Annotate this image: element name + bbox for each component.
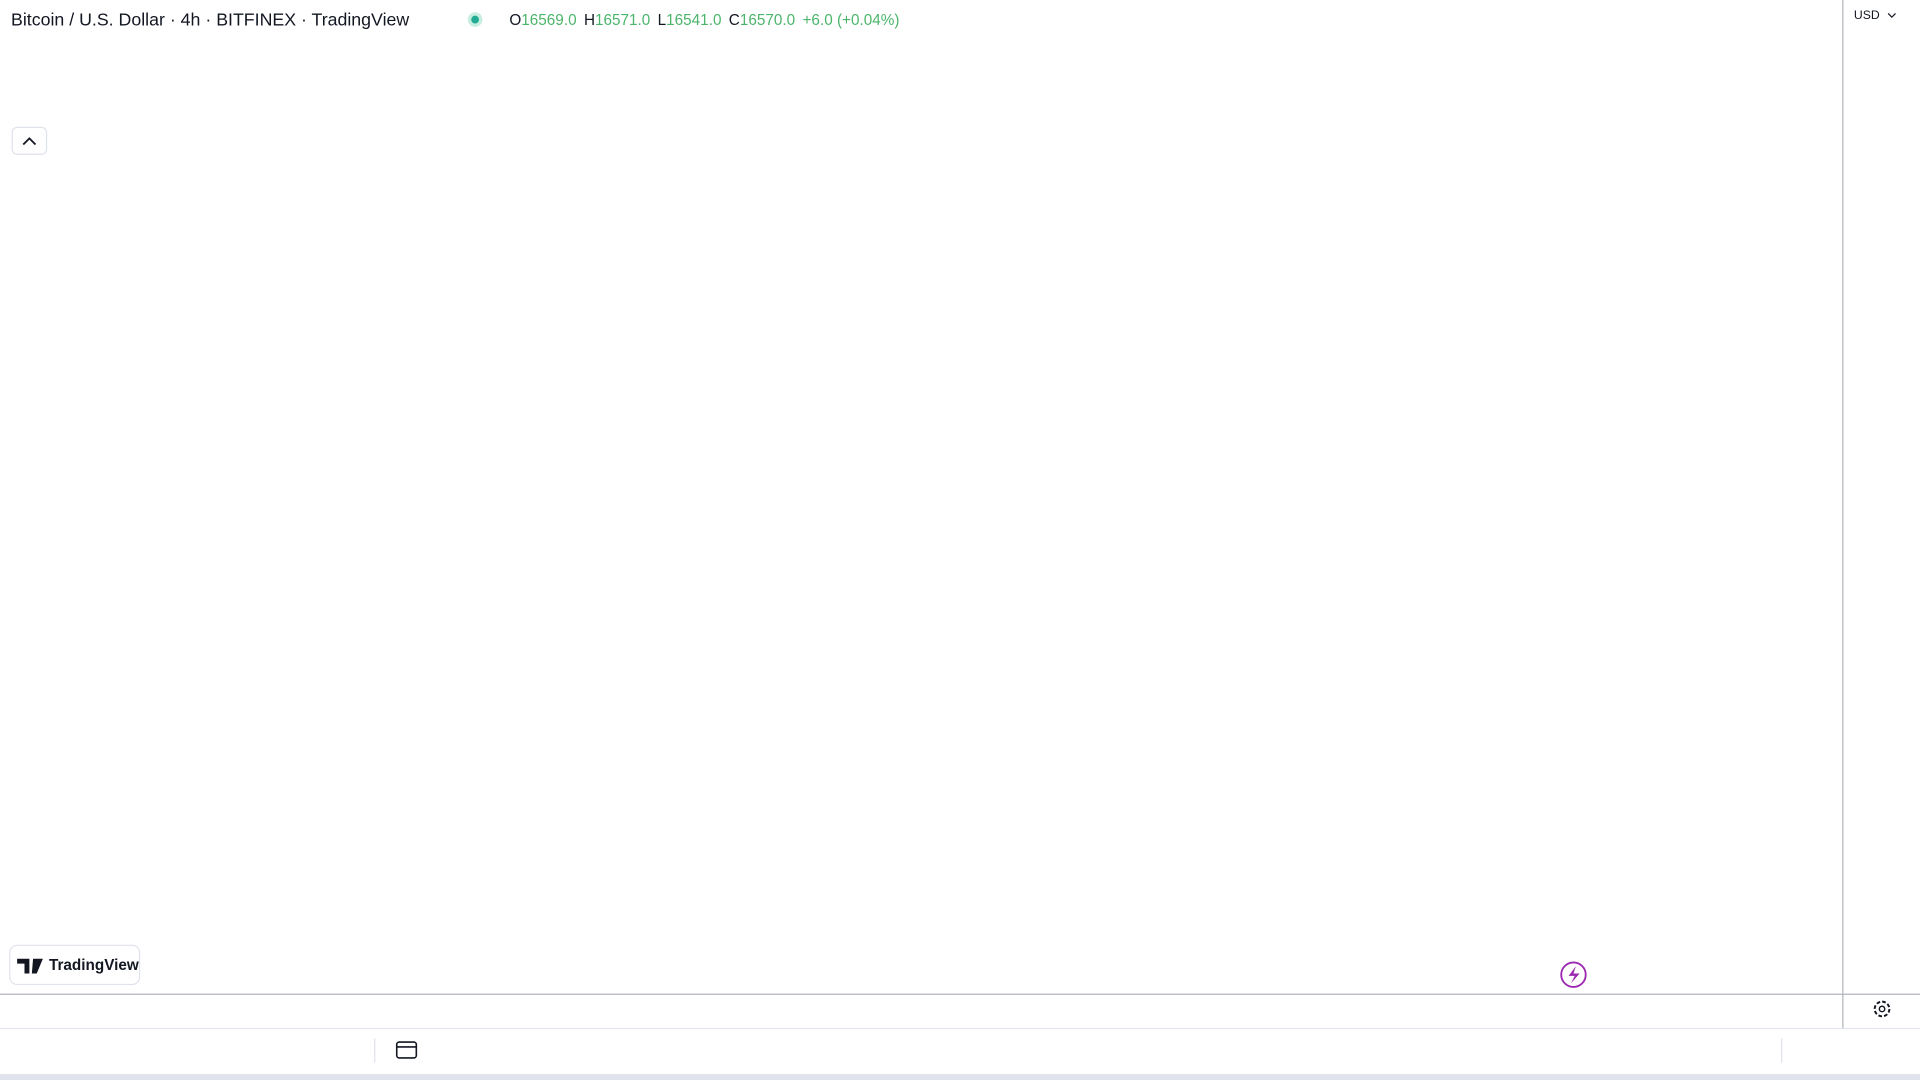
settings-icon-core	[1878, 1005, 1886, 1013]
ohlc-key: O	[509, 12, 521, 29]
ohlc-key: H	[584, 12, 595, 29]
ohlc-value: 16571.0	[595, 12, 650, 29]
ohlc-value: 16569.0	[521, 12, 576, 29]
currency-label[interactable]: USD	[1854, 8, 1880, 22]
ohlc-legend: O16569.0 H16571.0 L16541.0 C16570.0 +6.0 (+0…	[509, 12, 899, 29]
logo-box[interactable]	[9, 944, 141, 986]
status-dot	[471, 15, 480, 24]
logo-mark	[17, 958, 43, 974]
ohlc-value: 16570.0	[740, 12, 795, 29]
ohlc-value: 16541.0	[666, 12, 721, 29]
chart-title: Bitcoin / U.S. Dollar · 4h · BITFINEX · …	[11, 10, 409, 30]
collapse-button[interactable]	[11, 126, 48, 155]
currency-caret	[1887, 13, 1896, 19]
bottom-strip	[0, 1073, 1920, 1080]
ohlc-key: C	[729, 12, 740, 29]
bolt-icon	[1568, 966, 1580, 984]
change: +6.0 (+0.04%)	[803, 12, 900, 29]
events-icon[interactable]	[1560, 961, 1587, 988]
logo-text: TradingView	[49, 957, 139, 974]
chevron-icon	[22, 137, 37, 146]
settings-icon[interactable]	[1873, 1000, 1891, 1018]
ohlc-key: L	[658, 12, 667, 29]
date-range-icon[interactable]	[395, 1041, 418, 1059]
